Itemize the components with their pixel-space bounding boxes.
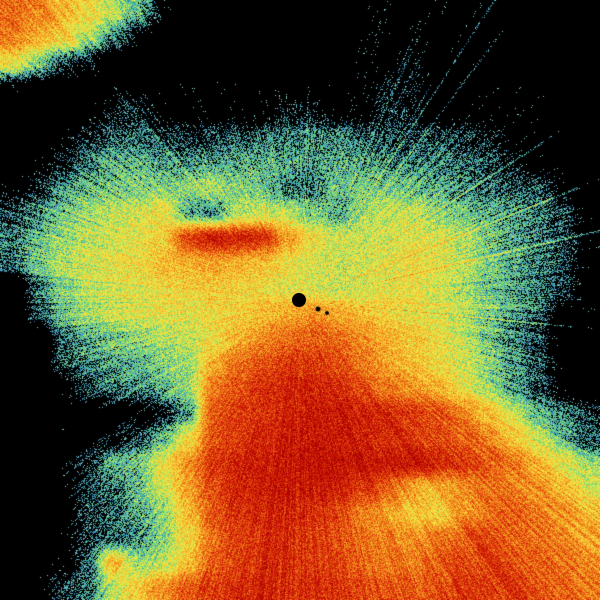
radar-center-dot bbox=[292, 293, 306, 307]
